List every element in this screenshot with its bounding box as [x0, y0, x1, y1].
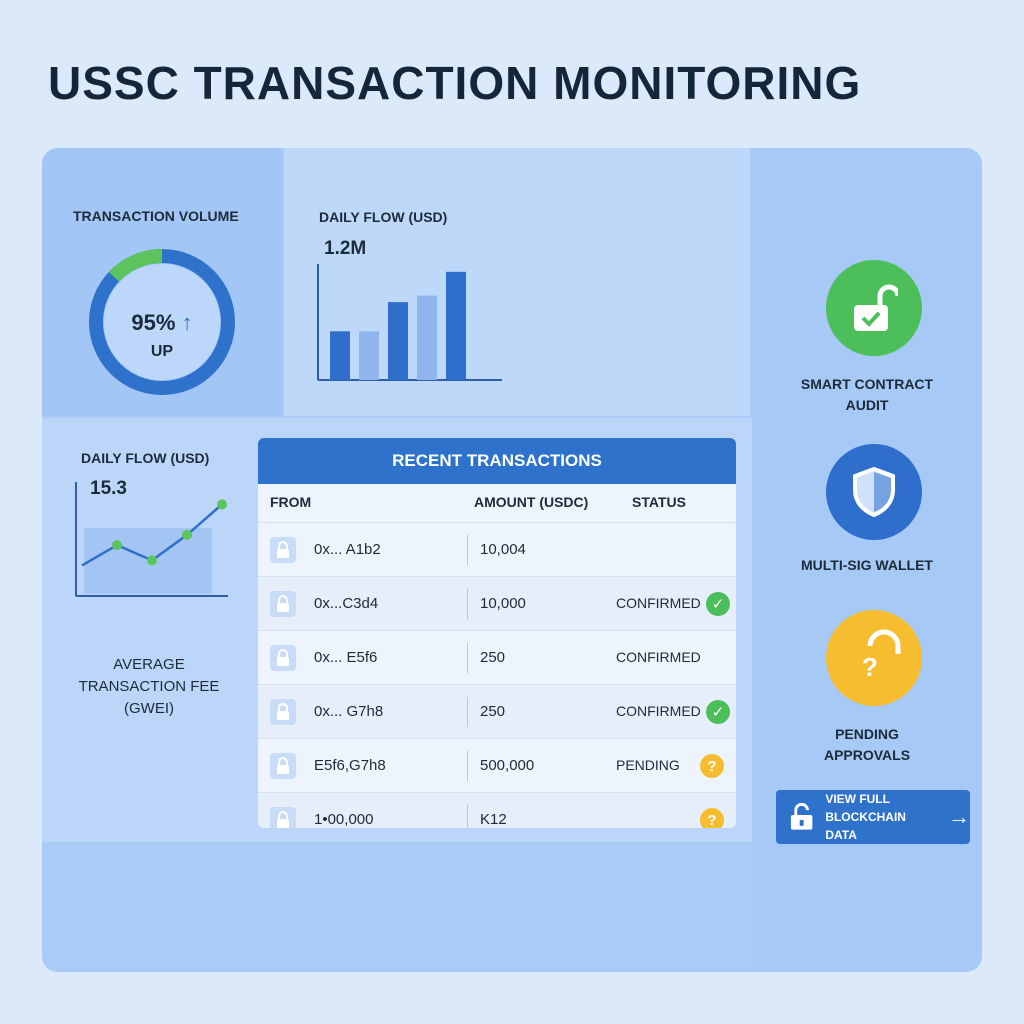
- arrow-up-icon: ↑: [181, 310, 193, 335]
- cta-line1: VIEW FULL: [825, 792, 890, 806]
- row-amount: 10,000: [480, 595, 526, 612]
- transaction-volume-panel: TRANSACTION VOLUME 95% ↑ UP: [42, 148, 282, 416]
- table-row[interactable]: E5f6,G7h8 500,000 PENDING?: [258, 738, 736, 792]
- cta-line2: BLOCKCHAIN DATA: [825, 810, 906, 842]
- table-row[interactable]: 1•00,000 K12?: [258, 792, 736, 828]
- row-divider: [467, 805, 468, 828]
- row-status: CONFIRMED: [616, 595, 701, 611]
- audit-line2: AUDIT: [845, 397, 889, 413]
- lock-icon: [270, 591, 296, 617]
- row-from: 0x... G7h8: [314, 703, 384, 720]
- row-amount: K12: [480, 811, 507, 828]
- audit-line1: SMART CONTRACT: [800, 376, 934, 392]
- lock-icon: [270, 753, 296, 779]
- pending-lock-icon: ?: [862, 629, 901, 682]
- lock-icon: [270, 699, 296, 725]
- line-point-2: [112, 540, 122, 551]
- row-from: E5f6,G7h8: [314, 757, 386, 774]
- avg-fee-line1: AVERAGE: [113, 656, 185, 673]
- lock-icon: [270, 645, 296, 671]
- volume-percent-text: 95%: [131, 310, 176, 335]
- daily-flow-line-panel: DAILY FLOW (USD) 15.3 AVERAGE TRANSACTIO…: [42, 418, 256, 842]
- page-title: USSC TRANSACTION MONITORING: [48, 57, 862, 109]
- arrow-right-icon: →: [948, 804, 970, 829]
- table-row[interactable]: 0x... A1b2 10,004: [258, 522, 736, 576]
- row-amount: 10,004: [480, 541, 526, 558]
- row-status: CONFIRMED: [616, 649, 701, 665]
- row-from: 0x... A1b2: [314, 541, 381, 558]
- donut-segment: [89, 249, 235, 395]
- view-blockchain-data-button[interactable]: VIEW FULL BLOCKCHAIN DATA →: [776, 790, 970, 844]
- col-from: FROM: [270, 494, 312, 510]
- volume-percent: 95% ↑: [86, 310, 238, 336]
- question-circle-icon: ?: [700, 754, 724, 778]
- multi-sig-wallet-badge[interactable]: [826, 444, 922, 540]
- row-status: PENDING: [616, 757, 680, 773]
- table-row[interactable]: 0x...C3d4 10,000 CONFIRMED ✓: [258, 576, 736, 630]
- daily-flow-value: 15.3: [90, 478, 127, 499]
- bar-1: [330, 331, 350, 380]
- table-body: 0x... A1b2 10,004 0x...C3d4 10,000 CONFIRMED…: [258, 522, 736, 828]
- line-point-5: [217, 499, 227, 510]
- donut-center: [104, 264, 220, 380]
- volume-sub: UP: [150, 343, 174, 360]
- row-from: 0x...C3d4: [314, 595, 379, 612]
- dashboard-board: TRANSACTION VOLUME 95% ↑ UP DAILY FLOW (…: [42, 148, 982, 972]
- recent-transactions-table: RECENT TRANSACTIONS FROM AMOUNT (USDC) S…: [258, 438, 736, 828]
- line-point-4: [182, 529, 192, 540]
- row-status: CONFIRMED: [616, 703, 701, 719]
- row-divider: [467, 697, 468, 727]
- volume-donut: [89, 249, 235, 395]
- row-divider: [467, 589, 468, 619]
- col-status: STATUS: [632, 494, 686, 510]
- daily-flow-peak: 1.2M: [324, 238, 367, 259]
- bar-5: [446, 271, 466, 380]
- bar-3: [388, 302, 408, 380]
- avg-fee-line3: (GWEI): [124, 700, 174, 717]
- daily-flow-bar-chart: [317, 264, 502, 381]
- lock-icon: [270, 807, 296, 828]
- svg-text:?: ?: [862, 652, 878, 682]
- row-amount: 250: [480, 649, 506, 666]
- pending-line2: APPROVALS: [823, 747, 911, 763]
- col-amount: AMOUNT (USDC): [474, 494, 589, 510]
- table-row[interactable]: 0x... E5f6 250 CONFIRMED: [258, 630, 736, 684]
- table-title: RECENT TRANSACTIONS: [258, 438, 736, 484]
- bar-2: [359, 331, 379, 380]
- line-point-3: [147, 555, 157, 566]
- cta-text: VIEW FULL BLOCKCHAIN DATA: [825, 790, 938, 844]
- unlock-icon: [790, 802, 813, 830]
- transaction-volume-label: TRANSACTION VOLUME: [73, 208, 239, 224]
- unlocked-check-icon: [854, 284, 898, 331]
- smart-contract-audit-label: SMART CONTRACT AUDIT: [752, 374, 982, 416]
- pending-approvals-label: PENDING APPROVALS: [752, 724, 982, 766]
- smart-contract-audit-badge[interactable]: [826, 260, 922, 356]
- row-divider: [467, 643, 468, 673]
- daily-flow-bar-panel: DAILY FLOW (USD) 1.2M: [284, 148, 750, 416]
- check-circle-icon: ✓: [706, 592, 730, 616]
- row-amount: 250: [480, 703, 506, 720]
- bottom-panel: [42, 842, 752, 972]
- row-divider: [467, 751, 468, 781]
- table-row[interactable]: 0x... G7h8 250 CONFIRMED ✓: [258, 684, 736, 738]
- check-circle-icon: ✓: [706, 700, 730, 724]
- pending-line1: PENDING: [835, 726, 899, 742]
- row-divider: [467, 535, 468, 565]
- avg-fee-line2: TRANSACTION FEE: [78, 678, 220, 695]
- daily-flow-bar-label: DAILY FLOW (USD): [319, 209, 448, 225]
- lock-icon: [270, 537, 296, 563]
- pending-approvals-badge[interactable]: ?: [826, 610, 922, 706]
- daily-flow-line-chart: [75, 482, 228, 597]
- row-amount: 500,000: [480, 757, 535, 774]
- daily-flow-line-label: DAILY FLOW (USD): [81, 450, 210, 466]
- multi-sig-wallet-label: MULTI-SIG WALLET: [801, 557, 933, 573]
- avg-fee-label: AVERAGE TRANSACTION FEE (GWEI): [42, 654, 256, 720]
- table-column-headers: FROM AMOUNT (USDC) STATUS: [258, 484, 736, 522]
- row-from: 0x... E5f6: [314, 649, 378, 666]
- right-sidebar: SMART CONTRACT AUDIT MULTI-SIG WALLET ? …: [752, 148, 982, 972]
- bar-4: [417, 295, 437, 380]
- shield-icon: [853, 466, 895, 518]
- question-circle-icon: ?: [700, 808, 724, 828]
- row-from: 1•00,000: [314, 811, 374, 828]
